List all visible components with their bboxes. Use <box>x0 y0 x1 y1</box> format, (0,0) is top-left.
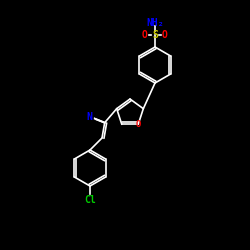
Text: NH₂: NH₂ <box>146 18 164 28</box>
Text: S: S <box>152 30 158 40</box>
Text: N: N <box>87 112 92 122</box>
Text: O: O <box>142 30 148 40</box>
Text: O: O <box>162 30 168 40</box>
Text: Cl: Cl <box>84 195 96 205</box>
Text: O: O <box>136 120 141 129</box>
